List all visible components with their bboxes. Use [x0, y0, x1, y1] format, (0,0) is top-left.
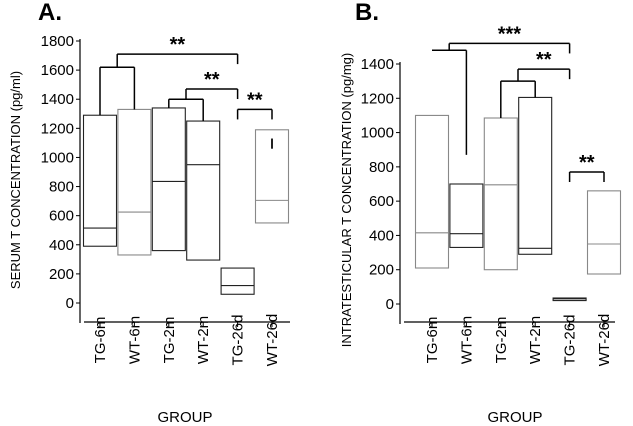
y-tick-label: 1800 [41, 33, 74, 50]
significance-label: *** [498, 23, 522, 45]
x-tick-label: TG-26d [230, 315, 247, 366]
panel-b-plot: 0 200 400 600 800 1000 1200 1400 TG-6m WT-6m TG-2m… [361, 23, 622, 367]
significance-label: ** [579, 152, 595, 174]
y-tick-label: 1000 [361, 125, 394, 142]
box-WT-2m [518, 96, 553, 255]
y-tick-label: 1400 [361, 56, 394, 73]
panel-b-label: B. [355, 0, 379, 26]
x-tick-label: TG-6m [92, 317, 109, 364]
panel-b-xlabel: GROUP [487, 409, 542, 426]
y-tick-label: 200 [49, 266, 74, 283]
panel-a-ylabel: SERUM T CONCENTRATION (pg/ml) [8, 71, 23, 289]
y-tick-label: 0 [386, 296, 394, 313]
panel-a-label: A. [38, 0, 62, 26]
box-TG-6m [82, 114, 118, 247]
y-tick-label: 600 [369, 193, 394, 210]
y-tick-label: 800 [49, 179, 74, 196]
box-WT-6m [117, 108, 152, 256]
y-tick-label: 400 [49, 237, 74, 254]
box-TG-26d [220, 267, 255, 295]
y-tick-label: 200 [369, 262, 394, 279]
box-WT-2m [186, 120, 221, 261]
panel-b-ylabel: INTRATESTICULAR T CONCENTRATION (pg/mg) [339, 53, 354, 347]
x-tick-label: WT-6m [458, 316, 475, 364]
significance-label: ** [536, 49, 552, 71]
x-tick-label: WT-6m [126, 316, 143, 364]
x-tick-label: TG-2m [161, 317, 178, 364]
box-WT-26d [254, 129, 290, 224]
panel-a: A. SERUM T CONCENTRATION (pg/ml) GROUP 0… [8, 0, 290, 426]
y-tick-label: 1600 [41, 62, 74, 79]
y-tick-label: 800 [369, 159, 394, 176]
x-tick-label: TG-6m [424, 317, 441, 364]
box-TG-2m [483, 117, 518, 271]
box-TG-6m [414, 114, 450, 269]
box-WT-6m [449, 183, 484, 248]
box-TG-2m [151, 107, 186, 252]
x-tick-label: WT-26d [596, 314, 613, 367]
significance-label: ** [204, 69, 220, 91]
x-tick-label: WT-2m [527, 316, 544, 364]
y-tick-label: 1400 [41, 91, 74, 108]
y-tick-label: 1200 [41, 120, 74, 137]
y-tick-label: 0 [66, 295, 74, 312]
box-WT-26d [586, 190, 622, 275]
x-tick-label: WT-26d [264, 314, 281, 367]
panel-a-xlabel: GROUP [157, 409, 212, 426]
y-tick-label: 600 [49, 208, 74, 225]
y-tick-label: 1000 [41, 149, 74, 166]
y-tick-label: 400 [369, 227, 394, 244]
x-tick-label: WT-2m [195, 316, 212, 364]
x-tick-label: TG-2m [493, 317, 510, 364]
significance-label: ** [247, 89, 263, 111]
significance-label: ** [170, 34, 186, 56]
panel-a-plot: 0 200 400 600 800 1000 1200 1400 1600 1800 TG-6m WT… [41, 33, 290, 366]
panel-b: B. INTRATESTICULAR T CONCENTRATION (pg/m… [339, 0, 622, 426]
x-tick-label: TG-26d [562, 315, 579, 366]
y-tick-label: 1200 [361, 90, 394, 107]
